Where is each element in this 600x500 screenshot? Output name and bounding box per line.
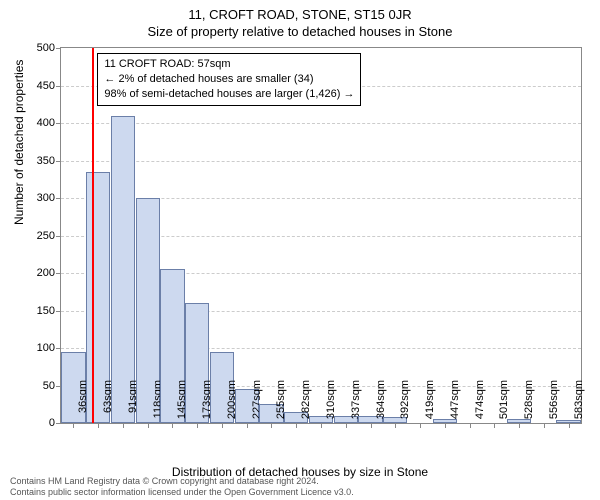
xtick-mark (544, 423, 545, 428)
xtick-mark (445, 423, 446, 428)
chart-area: 05010015020025030035040045050036sqm63sqm… (60, 47, 580, 422)
xtick-mark (197, 423, 198, 428)
gridline (61, 123, 581, 124)
footer-line2: Contains public sector information licen… (10, 487, 354, 498)
annotation-line3: 98% of semi-detached houses are larger (… (104, 87, 354, 102)
xtick-mark (395, 423, 396, 428)
xtick-mark (420, 423, 421, 428)
ytick-mark (56, 123, 61, 124)
ytick-mark (56, 48, 61, 49)
ytick-mark (56, 198, 61, 199)
xtick-label: 447sqm (449, 380, 461, 430)
gridline (61, 161, 581, 162)
xtick-mark (98, 423, 99, 428)
xtick-label: 528sqm (523, 380, 535, 430)
chart-subtitle: Size of property relative to detached ho… (0, 22, 600, 39)
ytick-mark (56, 161, 61, 162)
xtick-mark (321, 423, 322, 428)
xtick-mark (123, 423, 124, 428)
xtick-mark (271, 423, 272, 428)
ytick-label: 250 (15, 230, 55, 242)
ytick-mark (56, 423, 61, 424)
xtick-mark (73, 423, 74, 428)
xtick-mark (247, 423, 248, 428)
annotation-box: 11 CROFT ROAD: 57sqm ← 2% of detached ho… (97, 53, 361, 106)
xtick-mark (346, 423, 347, 428)
xtick-mark (470, 423, 471, 428)
ytick-mark (56, 273, 61, 274)
ytick-label: 400 (15, 117, 55, 129)
ytick-label: 500 (15, 42, 55, 54)
ytick-mark (56, 348, 61, 349)
xtick-label: 474sqm (474, 380, 486, 430)
xtick-mark (148, 423, 149, 428)
ytick-label: 50 (15, 380, 55, 392)
ytick-mark (56, 86, 61, 87)
annotation-line1: 11 CROFT ROAD: 57sqm (104, 57, 354, 72)
footer-attribution: Contains HM Land Registry data © Crown c… (10, 476, 354, 498)
ytick-label: 450 (15, 80, 55, 92)
xtick-mark (494, 423, 495, 428)
ytick-label: 300 (15, 192, 55, 204)
reference-line (92, 48, 94, 423)
xtick-label: 392sqm (399, 380, 411, 430)
xtick-mark (569, 423, 570, 428)
annotation-line2: ← 2% of detached houses are smaller (34) (104, 72, 354, 87)
ytick-label: 100 (15, 342, 55, 354)
xtick-mark (222, 423, 223, 428)
ytick-label: 0 (15, 417, 55, 429)
xtick-mark (172, 423, 173, 428)
xtick-mark (371, 423, 372, 428)
ytick-mark (56, 311, 61, 312)
xtick-label: 583sqm (573, 380, 585, 430)
footer-line1: Contains HM Land Registry data © Crown c… (10, 476, 354, 487)
ytick-label: 350 (15, 155, 55, 167)
xtick-mark (519, 423, 520, 428)
ytick-label: 200 (15, 267, 55, 279)
ytick-label: 150 (15, 305, 55, 317)
chart-title-address: 11, CROFT ROAD, STONE, ST15 0JR (0, 0, 600, 22)
xtick-mark (296, 423, 297, 428)
ytick-mark (56, 236, 61, 237)
histogram-bar (111, 116, 135, 424)
